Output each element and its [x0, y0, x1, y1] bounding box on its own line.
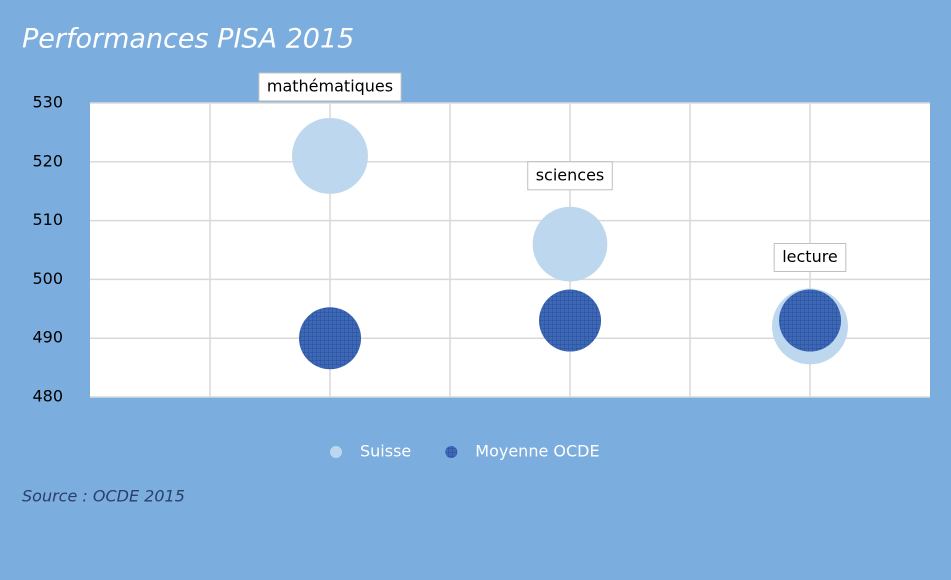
legend-marker	[445, 446, 458, 458]
legend-marker	[330, 446, 342, 458]
bubble	[539, 289, 601, 352]
y-tick-label: 530	[32, 93, 63, 112]
category-label: lecture	[782, 247, 838, 266]
bubble	[292, 117, 368, 194]
category-label: sciences	[536, 165, 605, 184]
legend-label: Suisse	[360, 442, 411, 461]
bubble	[532, 206, 608, 282]
category-label: mathématiques	[267, 76, 393, 95]
y-tick-label: 520	[32, 151, 63, 170]
y-tick-label: 500	[32, 269, 63, 288]
label-box	[773, 242, 847, 272]
y-tick-label: 490	[32, 328, 63, 347]
y-tick-label: 480	[32, 387, 63, 406]
y-tick-label: 510	[32, 210, 63, 229]
bubble	[779, 289, 841, 352]
label-box	[527, 161, 613, 191]
chart-title: Performances PISA 2015	[22, 24, 354, 55]
bubble	[299, 307, 361, 370]
label-box	[258, 72, 402, 102]
legend-label: Moyenne OCDE	[475, 442, 599, 461]
source: Source : OCDE 2015	[22, 487, 185, 506]
